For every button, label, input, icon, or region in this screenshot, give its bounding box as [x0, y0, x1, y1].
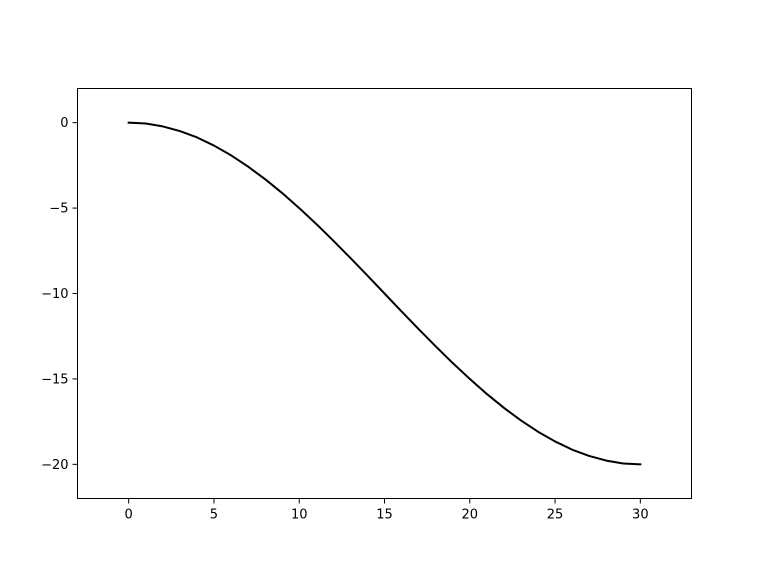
x-tick-label: 30: [632, 508, 649, 523]
y-tick-label: 0: [60, 116, 68, 131]
x-tick-label: 5: [210, 508, 218, 523]
y-tick-label: −15: [41, 372, 68, 387]
x-tick-label: 0: [125, 508, 133, 523]
x-axis: 0 5 10 15 20 25 30: [125, 498, 649, 523]
y-axis: 0 −5 −10 −15 −20: [41, 116, 78, 473]
y-tick-label: −10: [41, 287, 68, 302]
series-line-0: [127, 121, 642, 466]
x-tick-label: 20: [462, 508, 479, 523]
y-tick-label: −20: [41, 458, 68, 473]
x-tick-label: 25: [547, 508, 564, 523]
x-tick-label: 10: [291, 508, 308, 523]
plot-area: [127, 121, 642, 466]
x-tick-label: 15: [376, 508, 393, 523]
y-tick-label: −5: [49, 202, 68, 217]
